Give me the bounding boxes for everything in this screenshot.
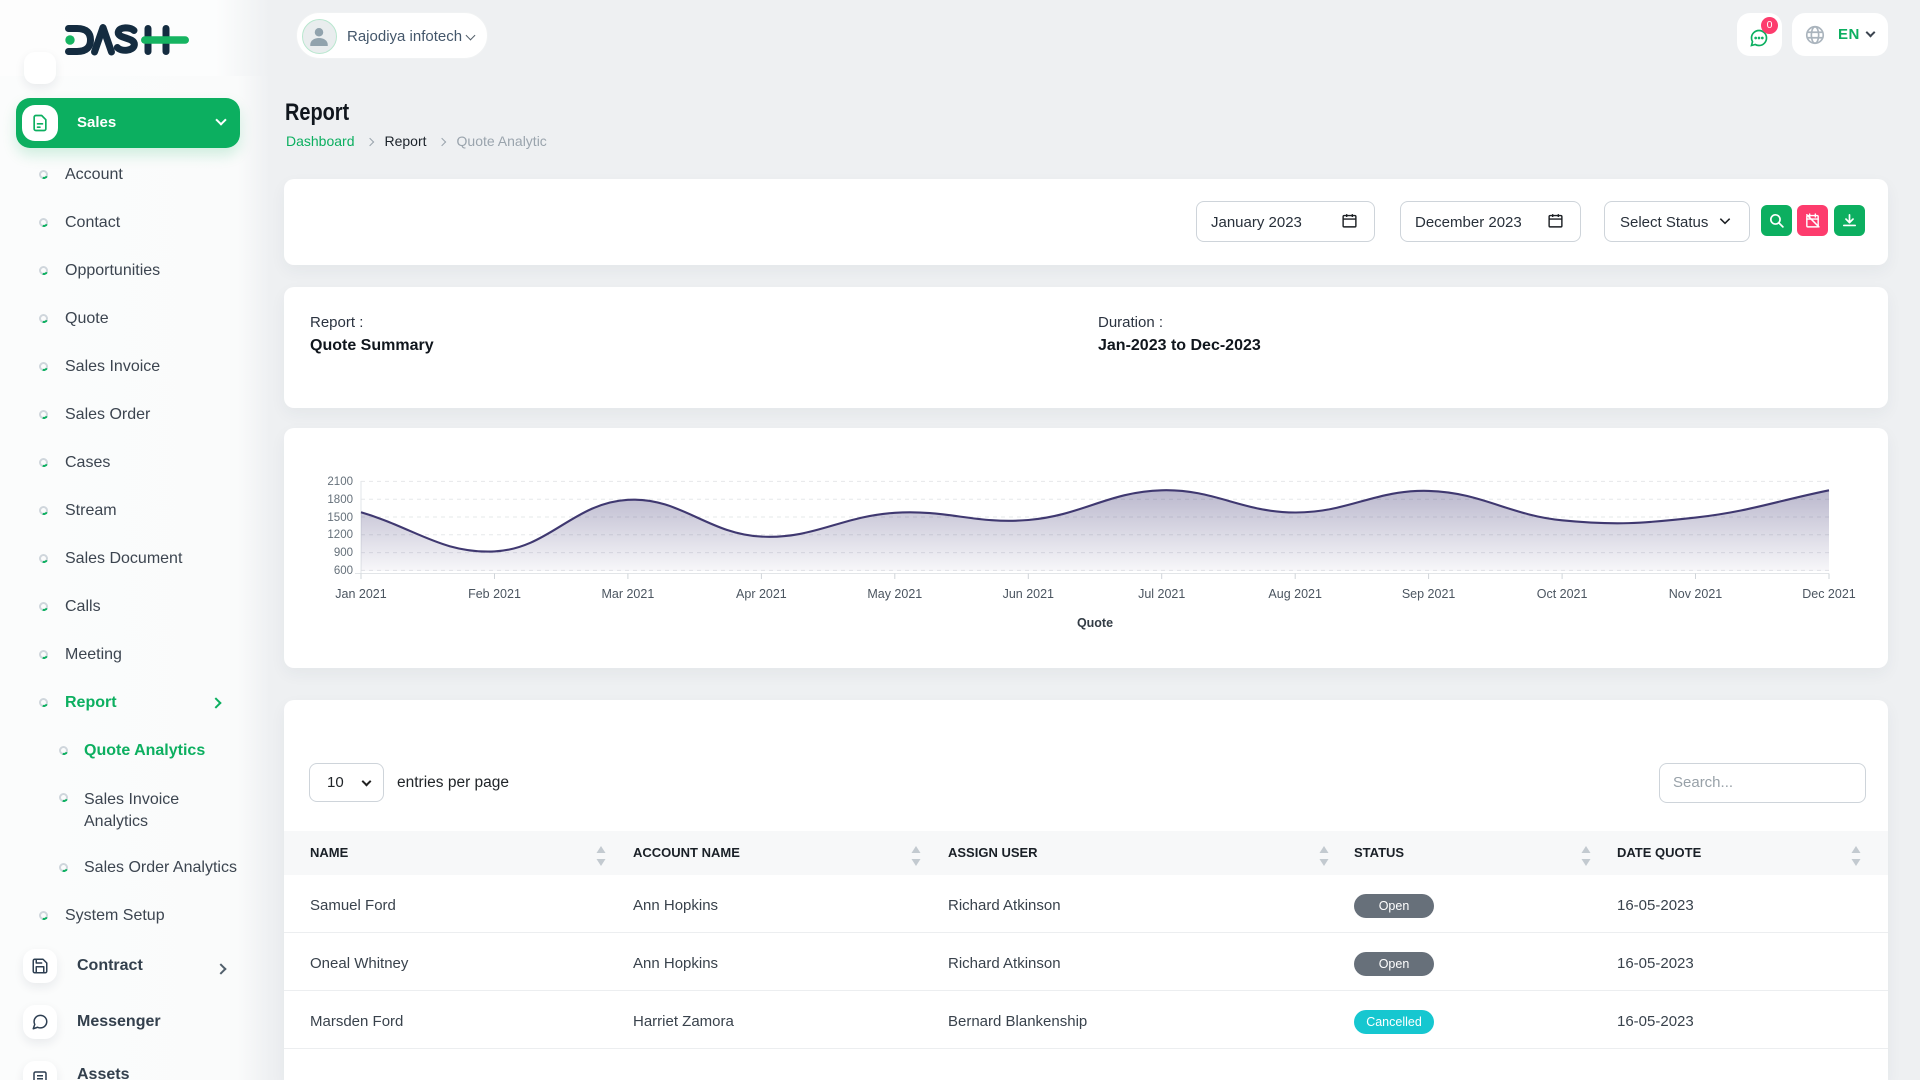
- svg-text:1500: 1500: [327, 512, 353, 524]
- svg-text:600: 600: [334, 565, 353, 577]
- svg-text:Nov 2021: Nov 2021: [1669, 587, 1723, 601]
- svg-text:Feb 2021: Feb 2021: [468, 587, 521, 601]
- svg-text:Mar 2021: Mar 2021: [601, 587, 654, 601]
- svg-text:Oct 2021: Oct 2021: [1537, 587, 1588, 601]
- svg-text:Jan 2021: Jan 2021: [335, 587, 386, 601]
- svg-text:1200: 1200: [327, 529, 353, 541]
- svg-text:1800: 1800: [327, 494, 353, 506]
- svg-text:Dec 2021: Dec 2021: [1802, 587, 1856, 601]
- svg-text:Aug 2021: Aug 2021: [1268, 587, 1322, 601]
- svg-text:2100: 2100: [327, 476, 353, 488]
- svg-text:Sep 2021: Sep 2021: [1402, 587, 1456, 601]
- svg-text:Quote: Quote: [1077, 616, 1113, 630]
- svg-text:Apr 2021: Apr 2021: [736, 587, 787, 601]
- svg-text:Jun 2021: Jun 2021: [1003, 587, 1054, 601]
- svg-text:May 2021: May 2021: [867, 587, 922, 601]
- svg-text:Jul 2021: Jul 2021: [1138, 587, 1185, 601]
- svg-text:900: 900: [334, 547, 353, 559]
